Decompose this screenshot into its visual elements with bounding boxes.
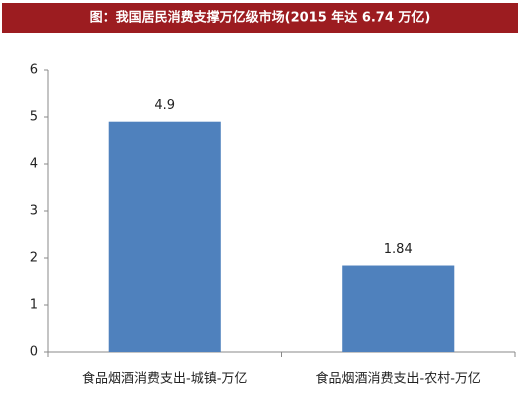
bar xyxy=(342,265,455,352)
y-tick-label: 2 xyxy=(30,251,38,266)
title-bar xyxy=(2,3,518,33)
y-tick-label: 0 xyxy=(30,345,38,360)
y-tick-label: 1 xyxy=(30,298,38,313)
bar xyxy=(108,121,221,352)
x-tick-label: 食品烟酒消费支出-农村-万亿 xyxy=(316,371,481,387)
y-tick-label: 5 xyxy=(30,110,38,125)
x-tick-label: 食品烟酒消费支出-城镇-万亿 xyxy=(82,371,247,387)
value-label: 4.9 xyxy=(154,98,175,113)
y-tick-label: 3 xyxy=(30,204,38,219)
chart-title: 图：我国居民消费支撑万亿级市场(2015 年达 6.74 万亿) xyxy=(90,10,431,26)
y-tick-label: 6 xyxy=(30,63,38,78)
value-label: 1.84 xyxy=(384,242,413,257)
y-tick-label: 4 xyxy=(30,157,38,172)
